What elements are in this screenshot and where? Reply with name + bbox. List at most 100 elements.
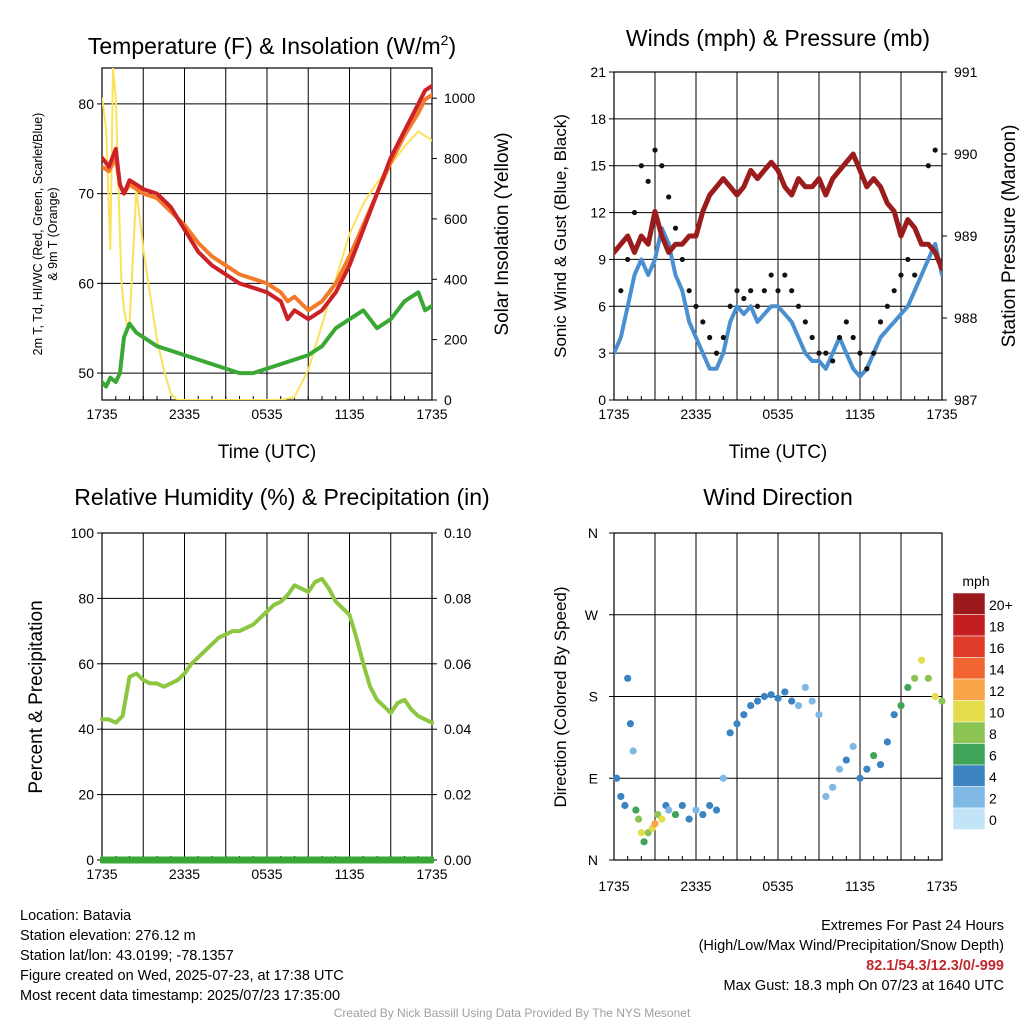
- y-right-tick-label: 0.00: [444, 852, 471, 868]
- series-group: [614, 147, 942, 379]
- gust-point: [659, 163, 665, 169]
- y-right-tick-label: 0.10: [444, 525, 471, 541]
- direction-point: [706, 801, 714, 810]
- y-tick-label: E: [589, 770, 598, 786]
- gust-point: [857, 350, 863, 356]
- direction-point: [897, 701, 905, 710]
- gust-point: [843, 319, 849, 325]
- legend-label: 10: [989, 704, 1005, 720]
- series-group: [102, 68, 432, 400]
- gust-point: [809, 334, 815, 341]
- y-right-tick-label: 0.08: [444, 590, 471, 606]
- y-tick-label: 80: [78, 590, 94, 606]
- y-axis-label: Percent & Precipitation: [26, 600, 47, 793]
- legend-swatch: [952, 721, 986, 744]
- gust-point: [898, 272, 904, 278]
- gust-point: [871, 350, 877, 356]
- direction-point: [822, 792, 830, 801]
- extremes-info: Extremes For Past 24 Hours (High/Low/Max…: [699, 916, 1004, 996]
- y-tick-label: 70: [78, 186, 94, 202]
- gust-point: [912, 272, 918, 278]
- x-tick-label: 1735: [416, 866, 447, 882]
- recent-data-text: Most recent data timestamp: 2025/07/23 1…: [20, 988, 341, 1004]
- direction-point: [904, 683, 912, 692]
- y-right-tick-label: 0.06: [444, 656, 471, 672]
- series-line: [102, 68, 432, 400]
- gust-point: [645, 178, 651, 184]
- x-tick-label: 1735: [598, 406, 629, 422]
- gust-point: [638, 163, 644, 169]
- gust-point: [707, 334, 713, 341]
- series-line: [102, 290, 432, 389]
- legend-swatch: [952, 700, 986, 723]
- chart-title: Temperature (F) & Insolation (W/m2): [88, 32, 456, 59]
- legend-label: 0: [989, 812, 997, 828]
- gust-point: [618, 288, 624, 294]
- chart-title: Winds (mph) & Pressure (mb): [626, 25, 930, 51]
- y-tick-label: 80: [78, 96, 94, 112]
- y-tick-label: 0: [598, 392, 606, 408]
- x-tick-label: 1735: [86, 406, 117, 422]
- direction-point: [788, 697, 796, 705]
- direction-point: [740, 711, 748, 719]
- gust-point: [720, 334, 726, 341]
- gust-point: [727, 303, 733, 309]
- legend-swatch: [952, 592, 986, 615]
- gust-point: [734, 288, 740, 294]
- direction-point: [699, 810, 707, 819]
- station-info: Location: Batavia Station elevation: 276…: [20, 906, 344, 1006]
- x-tick-label: 0535: [251, 866, 282, 882]
- extremes-values: 82.1/54.3/12.3/0/-999: [866, 958, 1004, 974]
- x-tick-label: 1735: [86, 866, 117, 882]
- gust-point: [782, 272, 788, 278]
- direction-point: [726, 729, 734, 737]
- gust-point: [823, 350, 829, 356]
- direction-point: [678, 801, 686, 810]
- direction-point: [632, 806, 640, 814]
- direction-point: [658, 815, 666, 823]
- gust-point: [631, 209, 638, 216]
- y-tick-label: W: [585, 607, 599, 623]
- y-tick-label: 9: [598, 251, 606, 267]
- direction-point: [924, 674, 932, 682]
- y-right-tick-label: 988: [954, 310, 978, 326]
- figure-created-text: Figure created on Wed, 2025-07-23, at 17…: [20, 968, 344, 984]
- direction-point: [719, 774, 727, 782]
- y-right-tick-label: 991: [954, 64, 978, 80]
- y-right-tick-label: 0.04: [444, 721, 471, 737]
- direction-point: [883, 738, 891, 746]
- legend-label: 6: [989, 747, 997, 763]
- direction-point: [760, 692, 768, 701]
- chart-title: Relative Humidity (%) & Precipitation (i…: [74, 484, 489, 510]
- legend-label: 4: [989, 769, 997, 785]
- legend-swatch: [952, 635, 986, 658]
- direction-point: [815, 711, 823, 719]
- legend-label: 8: [989, 726, 997, 742]
- x-tick-label: 1735: [926, 878, 957, 894]
- y-right-tick-label: 1000: [444, 90, 475, 106]
- y-right-tick-label: 0: [444, 392, 452, 408]
- direction-point: [617, 792, 625, 801]
- x-tick-label: 1135: [845, 878, 875, 894]
- gust-point: [754, 303, 761, 309]
- y-right-axis-label: Station Pressure (Maroon): [999, 125, 1020, 348]
- gust-point: [679, 256, 685, 263]
- x-tick-label: 2335: [169, 866, 200, 882]
- y-tick-label: 21: [590, 64, 606, 80]
- gust-point: [816, 350, 822, 356]
- y-tick-label: 40: [78, 721, 94, 737]
- direction-point: [856, 774, 864, 782]
- direction-point: [849, 742, 857, 751]
- gust-point: [905, 256, 911, 263]
- x-tick-label: 1135: [334, 406, 364, 422]
- direction-point: [640, 838, 648, 846]
- direction-point: [753, 697, 762, 705]
- y-tick-label: S: [589, 689, 598, 705]
- location-text: Location: Batavia: [20, 908, 132, 924]
- gust-point: [802, 319, 808, 325]
- y-tick-label: 6: [598, 298, 606, 314]
- series-line: [100, 576, 434, 725]
- legend-swatch: [952, 764, 986, 787]
- direction-point: [911, 674, 919, 682]
- latlon-text: Station lat/lon: 43.0199; -78.1357: [20, 948, 234, 964]
